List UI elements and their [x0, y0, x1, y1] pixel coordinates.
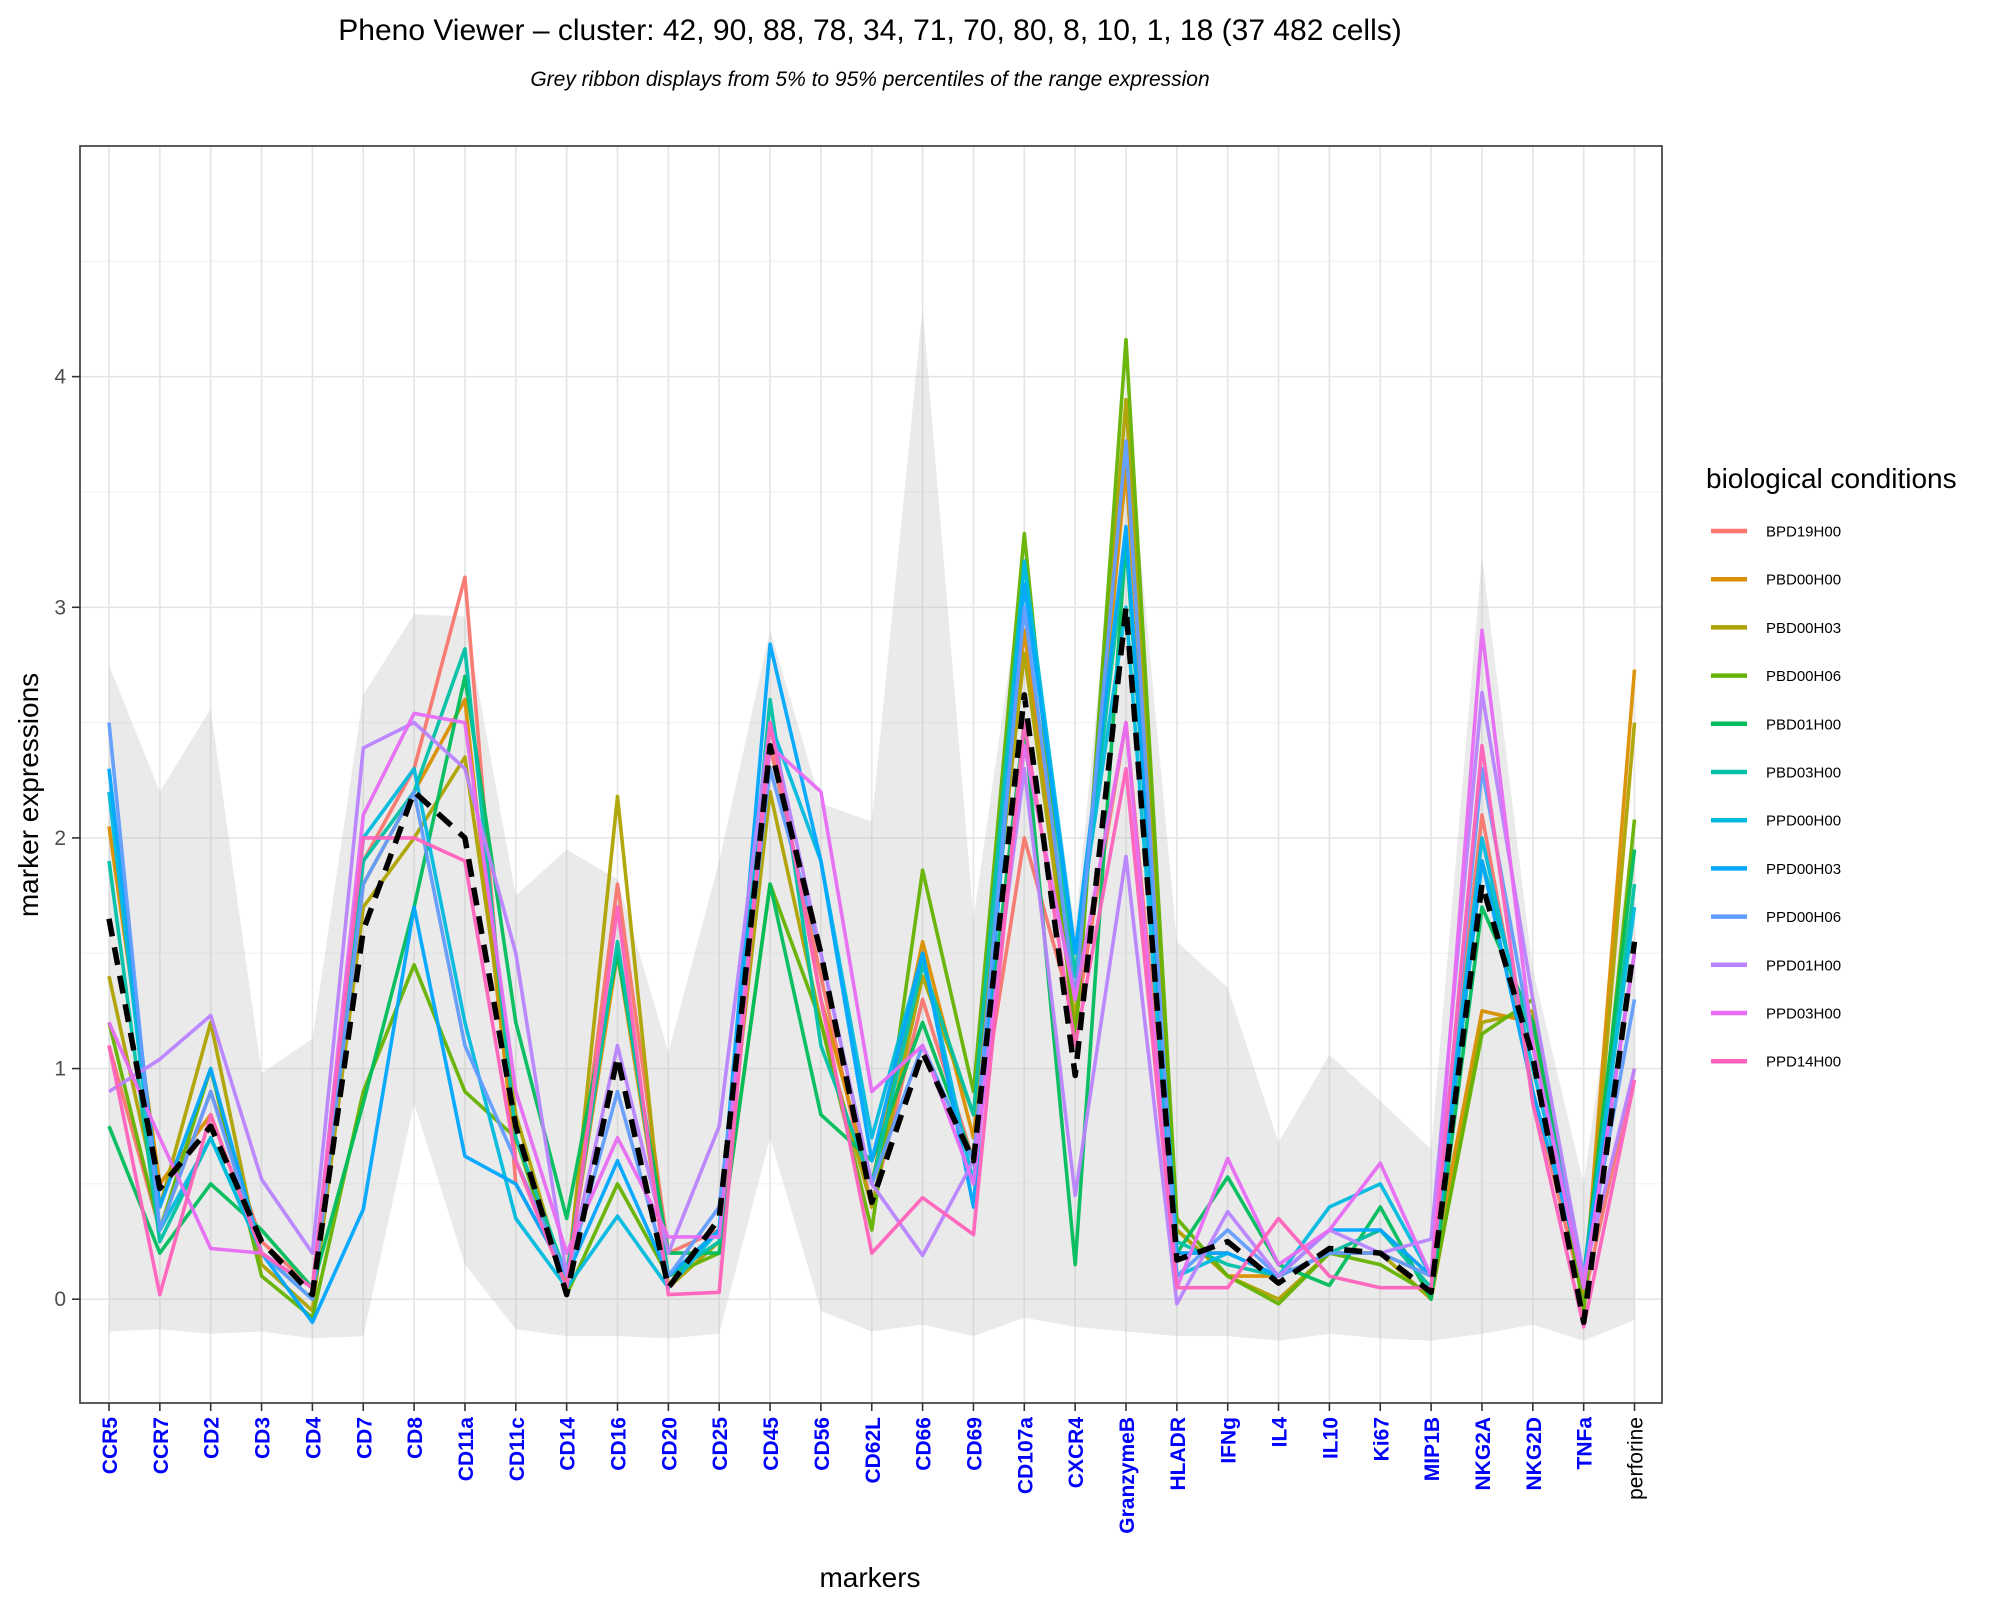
- x-tick-label-ccr7: CCR7: [150, 1417, 173, 1474]
- legend-label-ppd00h06: PPD00H06: [1766, 909, 1841, 926]
- x-tick-label-granzymeb: GranzymeB: [1116, 1417, 1139, 1534]
- x-tick-label-nkg2a: NKG2A: [1472, 1417, 1495, 1491]
- x-tick-label-mip1b: MIP1B: [1421, 1417, 1444, 1481]
- y-axis-title: marker expressions: [13, 673, 44, 917]
- y-tick-label: 1: [54, 1058, 66, 1081]
- legend-label-pbd03h00: PBD03H00: [1766, 765, 1841, 782]
- x-tick-label-cd66: CD66: [913, 1417, 936, 1471]
- x-tick-label-tnfa: TNFa: [1574, 1417, 1597, 1470]
- series-line-ppd14h00: [107, 720, 1637, 1329]
- x-tick-label-cd16: CD16: [608, 1417, 631, 1471]
- x-tick-label-il10: IL10: [1319, 1417, 1342, 1459]
- x-tick-label-cd11c: CD11c: [506, 1417, 529, 1482]
- x-tick-label-nkg2d: NKG2D: [1523, 1417, 1546, 1491]
- legend-label-ppd00h00: PPD00H00: [1766, 813, 1841, 830]
- x-tick-label-cd11a: CD11a: [455, 1417, 478, 1482]
- series-line-ppd00h03: [107, 524, 1637, 1325]
- x-tick-label-ki67: Ki67: [1370, 1417, 1393, 1461]
- y-tick-label: 2: [54, 827, 66, 850]
- x-tick-label-cd2: CD2: [201, 1417, 224, 1459]
- x-axis-title: markers: [819, 1562, 920, 1593]
- percentile-ribbon: [109, 307, 1635, 1341]
- series-line-pbd00h06: [107, 337, 1637, 1320]
- x-tick-label-cd20: CD20: [658, 1417, 681, 1471]
- x-tick-label-cd107a: CD107a: [1014, 1417, 1037, 1494]
- legend-label-ppd00h03: PPD00H03: [1766, 861, 1841, 878]
- x-tick-label-cd3: CD3: [252, 1417, 275, 1459]
- legend-label-ppd03h00: PPD03H00: [1766, 1006, 1841, 1023]
- x-tick-label-cd4: CD4: [302, 1417, 325, 1459]
- chart-subtitle: Grey ribbon displays from 5% to 95% perc…: [530, 68, 1209, 91]
- x-tick-label-cd62l: CD62L: [862, 1417, 885, 1484]
- x-tick-label-cd56: CD56: [811, 1417, 834, 1471]
- x-tick-label-cd45: CD45: [760, 1417, 783, 1471]
- x-tick-label-cd8: CD8: [404, 1417, 427, 1459]
- legend-title: biological conditions: [1706, 463, 1957, 494]
- legend-label-pbd00h06: PBD00H06: [1766, 668, 1841, 685]
- x-tick-label-cd14: CD14: [557, 1417, 580, 1471]
- plot-panel: [79, 145, 1663, 1404]
- x-tick-label-il4: IL4: [1269, 1417, 1292, 1448]
- overall-dashed-line: [106, 604, 1638, 1326]
- legend-label-pbd01h00: PBD01H00: [1766, 716, 1841, 733]
- axes: 0 1 2 3 4 CCR5 CCR7 CD2 CD3 CD4 CD7 CD8 CD11a CD11c CD…: [54, 366, 1647, 1534]
- y-tick-label: 3: [54, 596, 66, 619]
- x-tick-label-cd25: CD25: [709, 1417, 732, 1471]
- series-line-ppd03h00: [107, 628, 1637, 1290]
- legend: biological conditions BPD19H00 PBD00H00 PB…: [1706, 463, 1957, 1071]
- x-tick-label-cd69: CD69: [964, 1417, 987, 1471]
- x-tick-label-cxcr4: CXCR4: [1065, 1417, 1088, 1489]
- x-tick-label-perforine: perforine: [1625, 1417, 1648, 1500]
- legend-label-ppd14h00: PPD14H00: [1766, 1054, 1841, 1071]
- x-tick-label-ifng: IFNg: [1218, 1417, 1241, 1464]
- y-tick-label: 0: [54, 1288, 66, 1311]
- chart-title: Pheno Viewer – cluster: 42, 90, 88, 78, …: [338, 14, 1401, 47]
- y-tick-label: 4: [54, 366, 66, 389]
- x-tick-label-hladr: HLADR: [1167, 1417, 1190, 1491]
- legend-label-bpd19h00: BPD19H00: [1766, 524, 1841, 541]
- legend-label-ppd01h00: PPD01H00: [1766, 957, 1841, 974]
- x-tick-label-ccr5: CCR5: [99, 1417, 122, 1474]
- x-tick-label-cd7: CD7: [353, 1417, 376, 1459]
- legend-label-pbd00h03: PBD00H03: [1766, 620, 1841, 637]
- legend-label-pbd00h00: PBD00H00: [1766, 572, 1841, 589]
